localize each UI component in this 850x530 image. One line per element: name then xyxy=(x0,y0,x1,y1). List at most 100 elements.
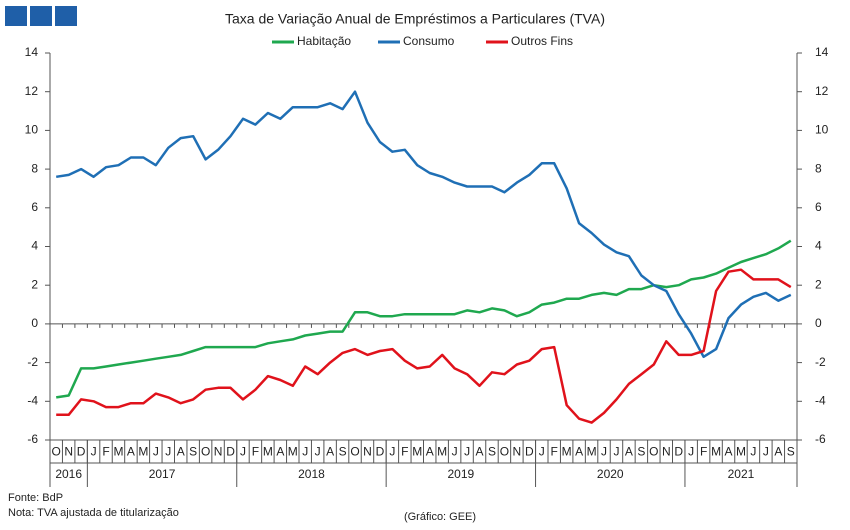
y2-tick-label: -4 xyxy=(815,393,826,407)
x-tick-label: M xyxy=(288,445,298,459)
x-tick-label: N xyxy=(662,445,671,459)
series-line xyxy=(56,268,792,424)
y2-tick-label: 6 xyxy=(815,200,822,214)
x-tick-label: N xyxy=(214,445,223,459)
year-label: 2019 xyxy=(447,467,474,481)
x-tick-label: F xyxy=(551,445,558,459)
y-tick-label: 14 xyxy=(25,45,39,59)
x-tick-label: O xyxy=(52,445,61,459)
x-tick-label: J xyxy=(601,445,607,459)
y-tick-label: 10 xyxy=(25,123,39,137)
x-tick-label: J xyxy=(165,445,171,459)
x-tick-label: M xyxy=(711,445,721,459)
year-label: 2017 xyxy=(149,467,176,481)
x-tick-label: J xyxy=(389,445,395,459)
y-tick-label: 2 xyxy=(31,277,38,291)
x-tick-label: N xyxy=(513,445,522,459)
series-line xyxy=(56,90,792,359)
x-tick-label: S xyxy=(339,445,347,459)
x-tick-label: A xyxy=(625,445,633,459)
y-tick-label: -2 xyxy=(27,355,38,369)
x-tick-label: S xyxy=(189,445,197,459)
y-tick-label: 12 xyxy=(25,84,39,98)
legend-label: Habitação xyxy=(297,34,351,48)
y2-tick-label: -6 xyxy=(815,432,826,446)
x-tick-label: O xyxy=(350,445,359,459)
y2-tick-label: 2 xyxy=(815,277,822,291)
x-tick-label: D xyxy=(525,445,534,459)
y-tick-label: 0 xyxy=(31,316,38,330)
x-tick-label: A xyxy=(774,445,782,459)
x-tick-label: J xyxy=(452,445,458,459)
x-tick-label: A xyxy=(426,445,434,459)
legend-label: Consumo xyxy=(403,34,455,48)
y-tick-label: -6 xyxy=(27,432,38,446)
series-line xyxy=(56,239,792,399)
y-tick-label: -4 xyxy=(27,393,38,407)
x-tick-label: S xyxy=(787,445,795,459)
y2-tick-label: 12 xyxy=(815,84,829,98)
x-tick-label: A xyxy=(326,445,334,459)
x-tick-label: A xyxy=(276,445,284,459)
x-tick-label: J xyxy=(464,445,470,459)
x-tick-label: N xyxy=(363,445,372,459)
x-tick-label: D xyxy=(226,445,235,459)
x-tick-label: M xyxy=(263,445,273,459)
y2-tick-label: 10 xyxy=(815,123,829,137)
source: Fonte: BdP xyxy=(8,492,63,504)
logo-block xyxy=(55,6,77,26)
x-tick-label: M xyxy=(736,445,746,459)
legend-label: Outros Fins xyxy=(511,34,573,48)
x-tick-label: A xyxy=(127,445,135,459)
logo-block xyxy=(5,6,27,26)
x-tick-label: M xyxy=(138,445,148,459)
x-tick-label: D xyxy=(674,445,683,459)
x-tick-label: J xyxy=(688,445,694,459)
x-tick-label: S xyxy=(488,445,496,459)
x-tick-label: F xyxy=(700,445,707,459)
x-tick-label: J xyxy=(240,445,246,459)
x-tick-label: M xyxy=(587,445,597,459)
x-tick-label: O xyxy=(649,445,658,459)
x-tick-label: A xyxy=(476,445,484,459)
x-tick-label: J xyxy=(302,445,308,459)
x-tick-label: S xyxy=(637,445,645,459)
year-label: 2016 xyxy=(55,467,82,481)
y2-tick-label: 14 xyxy=(815,45,829,59)
x-tick-label: F xyxy=(102,445,109,459)
y2-tick-label: -2 xyxy=(815,355,826,369)
logo-block xyxy=(30,6,52,26)
y2-tick-label: 8 xyxy=(815,161,822,175)
x-tick-label: N xyxy=(64,445,73,459)
x-tick-label: J xyxy=(763,445,769,459)
chart-title: Taxa de Variação Anual de Empréstimos a … xyxy=(225,11,605,27)
x-tick-label: J xyxy=(91,445,97,459)
x-tick-label: J xyxy=(315,445,321,459)
x-tick-label: J xyxy=(750,445,756,459)
y2-tick-label: 0 xyxy=(815,316,822,330)
x-tick-label: A xyxy=(725,445,733,459)
y2-tick-label: 4 xyxy=(815,239,822,253)
x-tick-label: J xyxy=(153,445,159,459)
x-tick-label: F xyxy=(401,445,408,459)
y-tick-label: 6 xyxy=(31,200,38,214)
x-tick-label: M xyxy=(437,445,447,459)
y-tick-label: 4 xyxy=(31,239,38,253)
x-tick-label: M xyxy=(113,445,123,459)
x-tick-label: O xyxy=(201,445,210,459)
x-tick-label: M xyxy=(562,445,572,459)
credit: (Gráfico: GEE) xyxy=(404,511,476,523)
x-tick-label: M xyxy=(412,445,422,459)
x-tick-label: A xyxy=(177,445,185,459)
x-tick-label: F xyxy=(252,445,259,459)
x-tick-label: D xyxy=(376,445,385,459)
year-label: 2018 xyxy=(298,467,325,481)
year-label: 2021 xyxy=(728,467,755,481)
x-tick-label: D xyxy=(77,445,86,459)
x-tick-label: J xyxy=(539,445,545,459)
y-tick-label: 8 xyxy=(31,161,38,175)
year-label: 2020 xyxy=(597,467,624,481)
note: Nota: TVA ajustada de titularização xyxy=(8,507,179,519)
x-tick-label: J xyxy=(613,445,619,459)
